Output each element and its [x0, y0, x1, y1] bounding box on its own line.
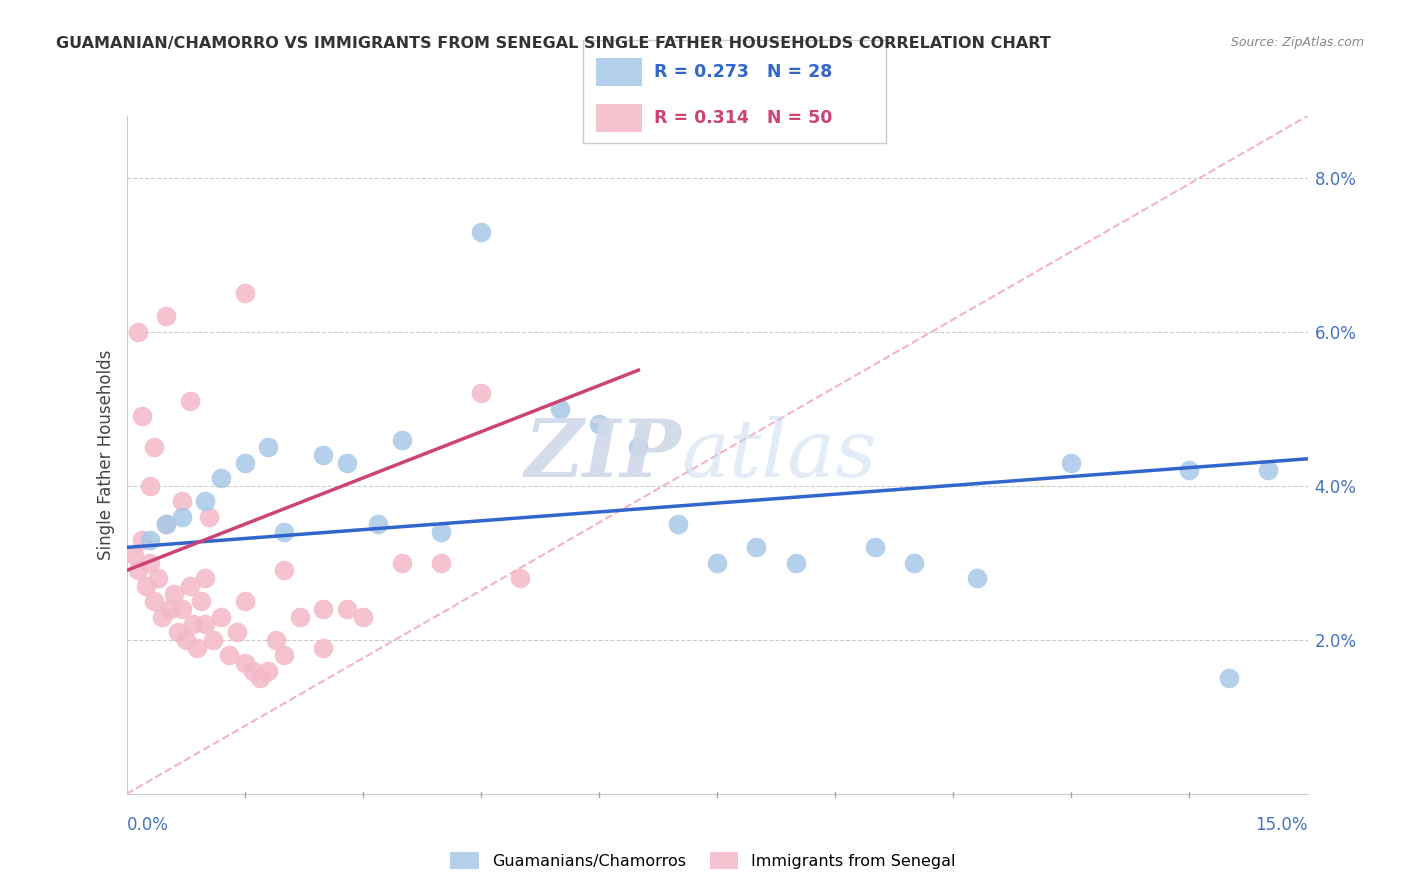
Point — [139, 479, 162, 493]
Point — [242, 664, 264, 678]
Point — [146, 571, 169, 585]
Point — [190, 594, 212, 608]
Text: ZIP: ZIP — [524, 417, 682, 493]
Point — [194, 617, 217, 632]
Point — [159, 602, 181, 616]
Point — [903, 556, 925, 570]
Point — [166, 625, 188, 640]
Text: atlas: atlas — [682, 417, 877, 493]
Point — [139, 533, 162, 547]
Point — [143, 440, 166, 454]
Point — [1060, 456, 1083, 470]
Point — [1178, 463, 1201, 477]
Point — [209, 471, 232, 485]
Point — [233, 286, 256, 301]
Text: 15.0%: 15.0% — [1256, 815, 1308, 833]
Point — [179, 579, 201, 593]
Point — [273, 564, 295, 578]
Point — [785, 556, 807, 570]
Point — [548, 401, 571, 416]
Point — [257, 664, 280, 678]
Point — [352, 609, 374, 624]
Point — [257, 440, 280, 454]
Point — [273, 648, 295, 663]
Point — [179, 394, 201, 409]
Point — [863, 541, 886, 555]
Bar — [596, 103, 643, 132]
Point — [170, 494, 193, 508]
Point — [131, 409, 153, 424]
Point — [430, 556, 453, 570]
Text: Source: ZipAtlas.com: Source: ZipAtlas.com — [1230, 36, 1364, 49]
Point — [135, 579, 157, 593]
Point — [194, 571, 217, 585]
Y-axis label: Single Father Households: Single Father Households — [97, 350, 115, 560]
Point — [627, 440, 650, 454]
Point — [143, 594, 166, 608]
Text: R = 0.314   N = 50: R = 0.314 N = 50 — [654, 109, 832, 127]
Point — [588, 417, 610, 431]
Point — [233, 656, 256, 670]
Point — [966, 571, 988, 585]
Point — [509, 571, 531, 585]
Point — [202, 632, 225, 647]
Point — [706, 556, 728, 570]
Bar — [596, 58, 643, 87]
Point — [127, 564, 149, 578]
Point — [155, 517, 177, 532]
Point — [163, 586, 186, 600]
Point — [194, 494, 217, 508]
Point — [367, 517, 389, 532]
Point — [170, 602, 193, 616]
Point — [312, 640, 335, 655]
Point — [150, 609, 173, 624]
Point — [273, 524, 295, 539]
Point — [233, 456, 256, 470]
Point — [288, 609, 311, 624]
Point — [312, 602, 335, 616]
Text: 0.0%: 0.0% — [127, 815, 169, 833]
Point — [174, 632, 197, 647]
Point — [336, 602, 359, 616]
Point — [470, 225, 492, 239]
Point — [170, 509, 193, 524]
Point — [209, 609, 232, 624]
Point — [127, 325, 149, 339]
Point — [264, 632, 287, 647]
Point — [1218, 671, 1240, 685]
Point — [225, 625, 247, 640]
Text: R = 0.273   N = 28: R = 0.273 N = 28 — [654, 63, 832, 81]
Point — [391, 433, 413, 447]
Point — [198, 509, 221, 524]
Point — [666, 517, 689, 532]
Point — [312, 448, 335, 462]
Point — [218, 648, 240, 663]
Text: GUAMANIAN/CHAMORRO VS IMMIGRANTS FROM SENEGAL SINGLE FATHER HOUSEHOLDS CORRELATI: GUAMANIAN/CHAMORRO VS IMMIGRANTS FROM SE… — [56, 36, 1052, 51]
Point — [139, 556, 162, 570]
Point — [391, 556, 413, 570]
Point — [131, 533, 153, 547]
Point — [155, 310, 177, 324]
Point — [186, 640, 208, 655]
Point — [124, 548, 146, 562]
Point — [470, 386, 492, 401]
Legend: Guamanians/Chamorros, Immigrants from Senegal: Guamanians/Chamorros, Immigrants from Se… — [444, 846, 962, 875]
Point — [155, 517, 177, 532]
Point — [233, 594, 256, 608]
Point — [1257, 463, 1279, 477]
Point — [183, 617, 205, 632]
Point — [336, 456, 359, 470]
Point — [249, 671, 271, 685]
Point — [745, 541, 768, 555]
Point — [430, 524, 453, 539]
